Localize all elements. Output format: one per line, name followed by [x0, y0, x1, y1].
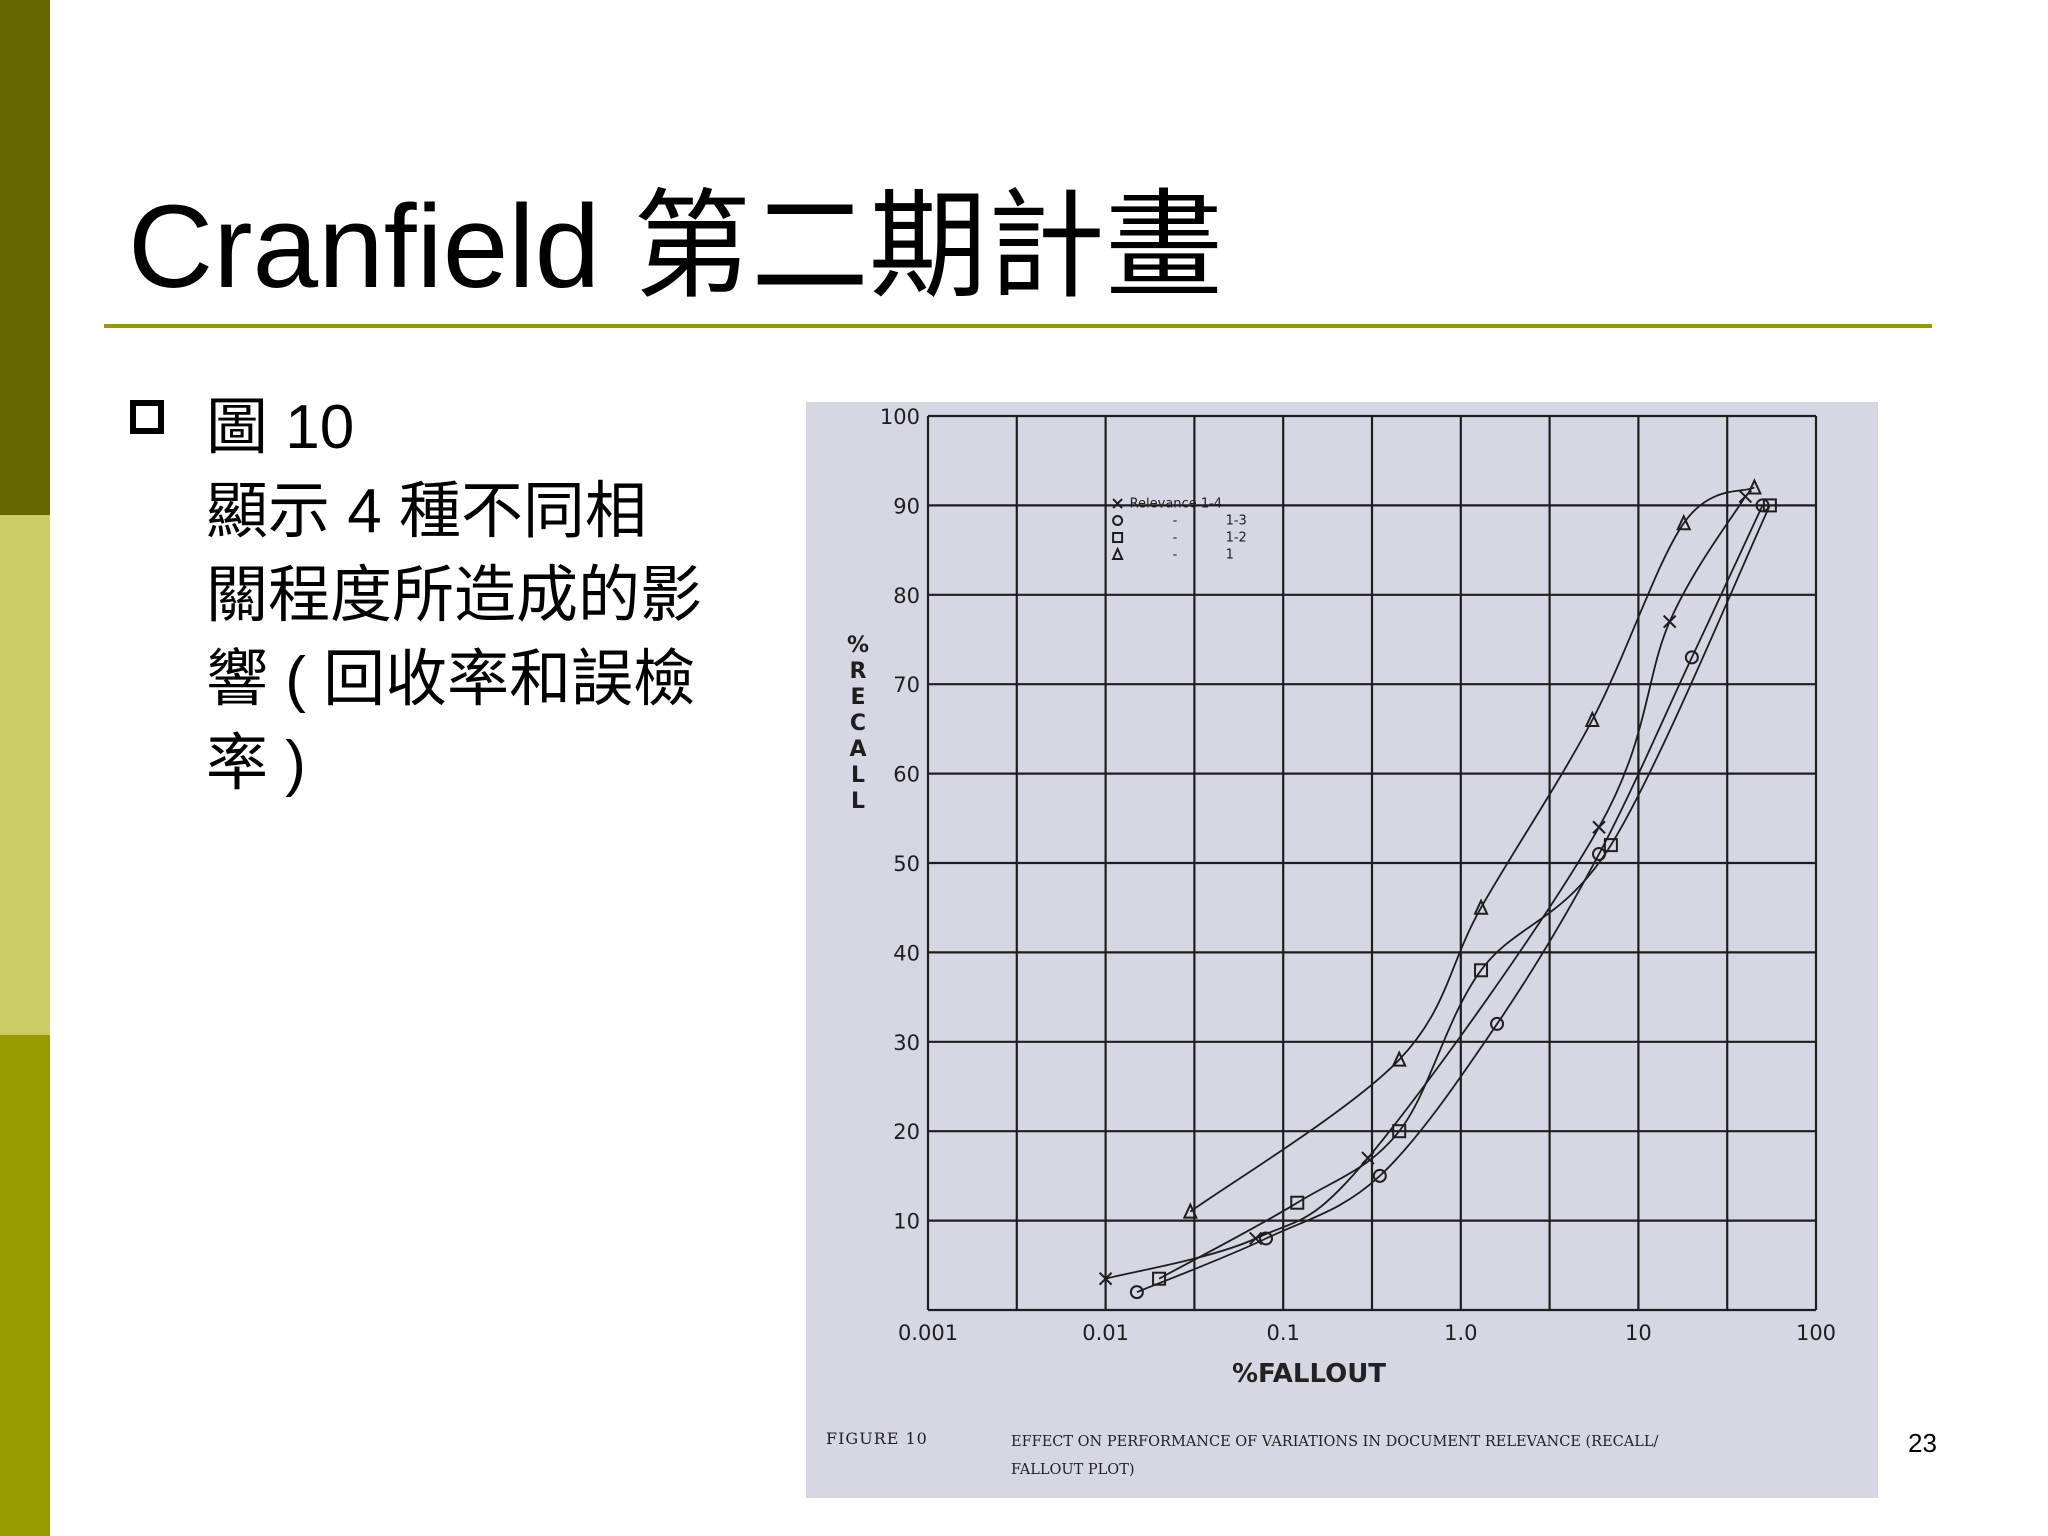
data-point-circle	[1591, 847, 1606, 862]
data-point-square	[1290, 1195, 1305, 1210]
description-line: 響 ( 回收率和誤檢	[206, 645, 696, 714]
x-tick-label: 0.1	[1266, 1321, 1299, 1345]
figure-scan: 0.001 0.01 0.1 1.0 10 100 10 20 30 40 50 60 70 80 90 10…	[806, 402, 1878, 1498]
y-tick-label: 60	[893, 763, 920, 787]
data-point-square	[1152, 1271, 1167, 1286]
data-point-square	[1112, 532, 1124, 544]
bullet-text: 圖 10	[206, 393, 355, 462]
y-tick-label: 40	[893, 941, 920, 965]
data-point-circle	[1258, 1231, 1273, 1246]
recall-fallout-chart: 0.001 0.01 0.1 1.0 10 100 10 20 30 40 50 60 70 80 90 10…	[826, 405, 1836, 1478]
caption-line-2: FALLOUT PLOT)	[1011, 1462, 1135, 1478]
y-label-letter: L	[851, 789, 865, 814]
data-point-x	[1592, 820, 1606, 834]
series-curves	[1105, 486, 1771, 1293]
x-axis-label: %FALLOUT	[1232, 1359, 1386, 1389]
data-point-x	[1361, 1151, 1375, 1165]
data-point-square	[1392, 1124, 1407, 1139]
legend-entry-label: Relevance 1-4	[1130, 497, 1222, 512]
y-label-letter: E	[850, 685, 865, 710]
y-label-letter: L	[851, 763, 865, 788]
series-curve	[1105, 496, 1747, 1280]
data-point-circle	[1129, 1285, 1144, 1300]
caption-line-1: EFFECT ON PERFORMANCE OF VARIATIONS IN D…	[1011, 1434, 1659, 1450]
title-divider	[104, 324, 1932, 328]
legend-dash: -	[1173, 531, 1178, 546]
description-line: 率 )	[206, 729, 306, 798]
data-point-triangle	[1584, 710, 1600, 727]
data-point-triangle	[1473, 898, 1489, 915]
y-label-letter: C	[850, 711, 866, 736]
data-point-square	[1603, 838, 1618, 853]
y-tick-label: 30	[893, 1031, 920, 1055]
y-tick-label: 90	[893, 494, 920, 518]
data-point-x	[1098, 1272, 1113, 1286]
data-point-triangle	[1111, 546, 1124, 561]
y-tick-label: 20	[893, 1120, 920, 1144]
x-tick-label: 100	[1796, 1321, 1836, 1345]
data-point-circle	[1490, 1016, 1505, 1031]
data-point-circle	[1684, 650, 1699, 665]
accent-bar-mid	[0, 1035, 50, 1536]
y-tick-label: 100	[880, 405, 920, 429]
data-point-square	[1762, 498, 1777, 513]
legend: Relevance 1-4 - 1-3 - 1-2 - 1	[1111, 497, 1247, 563]
y-label-letter: %	[847, 633, 869, 658]
description: 顯示 4 種不同相 關程度所造成的影 響 ( 回收率和誤檢 率 )	[206, 470, 766, 806]
slide-title: Cranfield 第二期計畫	[128, 181, 1224, 313]
y-label-letter: R	[850, 659, 867, 684]
caption-label: FIGURE 10	[826, 1429, 928, 1448]
legend-dash: -	[1173, 514, 1178, 529]
description-line: 關程度所造成的影	[206, 561, 703, 630]
data-point-square	[1474, 963, 1489, 978]
y-tick-label: 80	[893, 584, 920, 608]
data-point-circle	[1112, 515, 1124, 527]
accent-bar-light	[0, 515, 50, 1035]
x-tick-label: 1.0	[1444, 1321, 1477, 1345]
grid	[926, 414, 1818, 1312]
data-point-circle	[1755, 498, 1770, 513]
data-point-x	[1112, 498, 1123, 509]
y-axis-label: %RECALL	[847, 633, 869, 814]
series-curve	[1158, 505, 1771, 1280]
y-label-letter: A	[849, 737, 866, 762]
data-point-triangle	[1391, 1050, 1407, 1067]
bullet-square-icon	[130, 400, 164, 434]
accent-bar-dark	[0, 0, 50, 515]
description-line: 顯示 4 種不同相	[206, 477, 647, 546]
data-point-triangle	[1182, 1202, 1198, 1219]
x-tick-label: 0.001	[898, 1321, 958, 1345]
legend-entry-label: 1-3	[1226, 514, 1247, 529]
data-point-x	[1248, 1231, 1263, 1246]
data-point-triangle	[1746, 478, 1762, 495]
x-tick-label: 10	[1625, 1321, 1652, 1345]
data-point-circle	[1372, 1168, 1387, 1183]
y-tick-label: 10	[893, 1210, 920, 1234]
slide-number: 23	[1908, 1428, 1937, 1458]
y-tick-label: 50	[893, 852, 920, 876]
legend-entry-label: 1-2	[1226, 531, 1247, 546]
series-curve	[1189, 486, 1755, 1213]
tick-labels: 0.001 0.01 0.1 1.0 10 100 10 20 30 40 50 60 70 80 90 10…	[880, 405, 1836, 1345]
series-markers	[1098, 478, 1777, 1300]
legend-dash: -	[1173, 548, 1178, 563]
legend-entry-label: 1	[1226, 548, 1234, 563]
data-point-x	[1662, 614, 1677, 629]
data-point-triangle	[1676, 513, 1692, 531]
x-tick-label: 0.01	[1082, 1321, 1129, 1345]
y-tick-label: 70	[893, 673, 920, 697]
